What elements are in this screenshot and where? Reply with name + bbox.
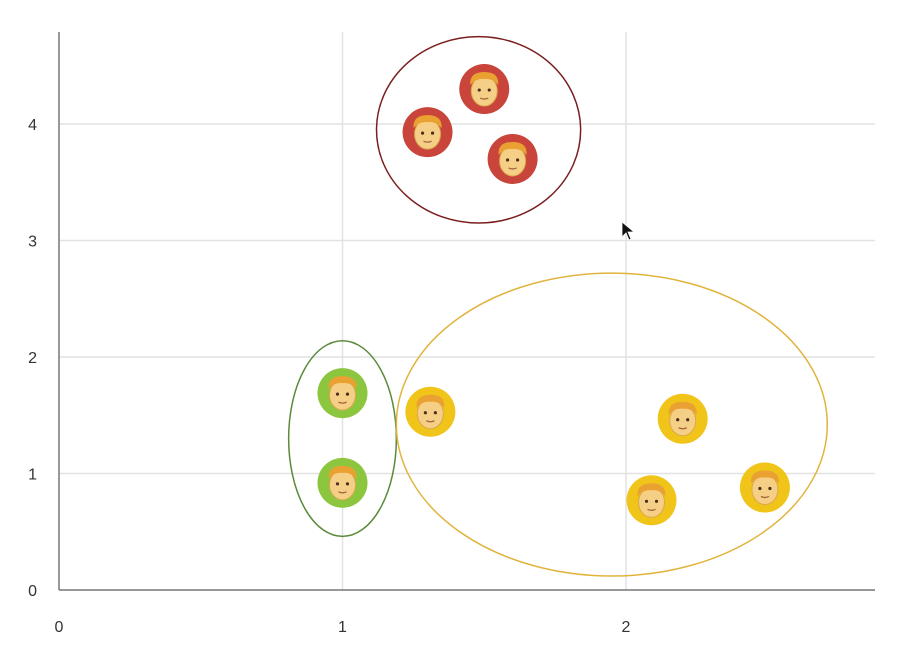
point-marker [626, 475, 677, 526]
tick-labels: 0 1 2 3 4 0 1 2 [28, 117, 630, 636]
x-tick-label: 1 [338, 619, 347, 636]
y-tick-label: 0 [28, 583, 37, 600]
point-marker [657, 393, 708, 444]
grid [59, 32, 875, 590]
axes [58, 32, 875, 591]
mouse-cursor-icon [621, 221, 636, 241]
point-marker [317, 457, 368, 508]
man-face-icon [470, 72, 499, 107]
man-face-icon [498, 141, 527, 177]
data-points [317, 64, 790, 526]
point-marker [405, 386, 456, 437]
x-tick-label: 0 [55, 619, 64, 636]
point-marker [459, 64, 510, 115]
point-marker [487, 133, 538, 184]
man-face-icon [328, 376, 357, 411]
y-tick-label: 3 [28, 234, 37, 251]
x-tick-label: 2 [622, 619, 631, 636]
point-marker [739, 462, 790, 513]
man-face-icon [637, 483, 666, 518]
y-tick-label: 2 [28, 350, 37, 367]
y-tick-label: 1 [28, 467, 37, 484]
cluster-outline [287, 339, 398, 538]
point-marker [402, 107, 453, 158]
man-face-icon [668, 401, 697, 437]
man-face-icon [328, 465, 357, 501]
man-face-icon [416, 394, 445, 430]
man-face-icon [750, 470, 779, 505]
man-face-icon [413, 115, 442, 150]
point-marker [317, 368, 368, 419]
cluster-outline [375, 35, 582, 224]
y-tick-label: 4 [28, 117, 37, 134]
cluster-outline [395, 272, 829, 577]
cluster-outlines [287, 35, 829, 577]
